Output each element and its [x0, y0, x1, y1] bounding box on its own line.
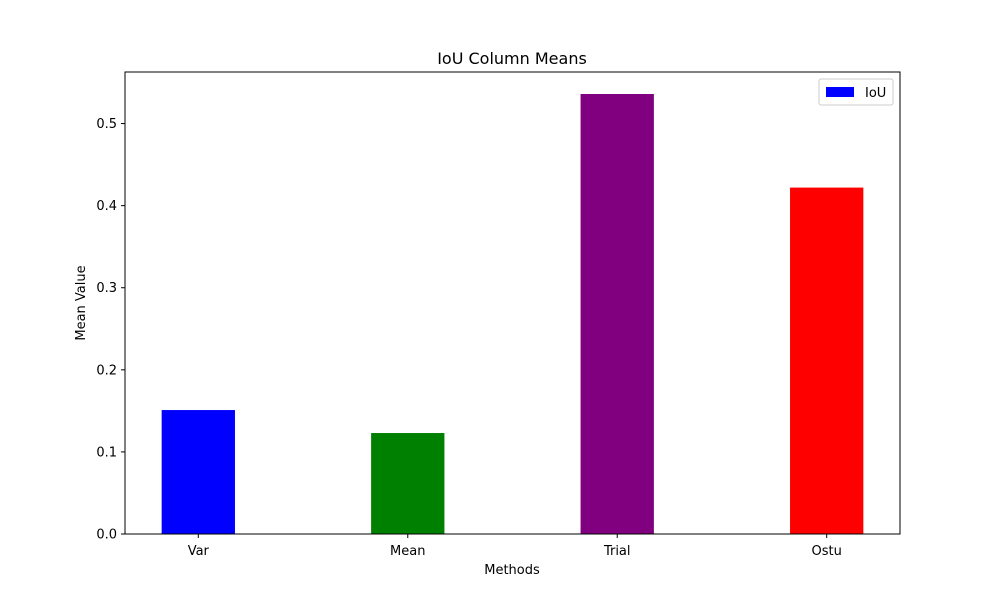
x-tick-label: Var: [188, 544, 210, 559]
legend: IoU: [818, 78, 894, 106]
y-axis-label: Mean Value: [74, 265, 89, 340]
y-tick-label: 0.5: [96, 117, 117, 132]
legend-swatch: [826, 87, 854, 97]
plot-frame: [124, 71, 901, 535]
y-axis: 0.0 0.1 0.2 0.3 0.4 0.5: [96, 117, 125, 543]
legend-frame: [818, 78, 894, 106]
y-tick-label: 0.3: [96, 281, 117, 296]
bars-group: [161, 94, 864, 534]
y-tick-label: 0.0: [96, 528, 117, 543]
y-tick-label: 0.2: [96, 363, 117, 378]
legend-label: IoU: [865, 86, 886, 101]
chart-title: IoU Column Means: [437, 49, 587, 68]
x-axis: Var Mean Trial Ostu: [188, 534, 842, 559]
x-tick-label: Mean: [390, 544, 425, 559]
bar-var: [161, 410, 235, 534]
y-tick-label: 0.1: [96, 445, 117, 460]
bar-mean: [371, 433, 445, 534]
x-axis-label: Methods: [484, 563, 540, 578]
bar-trial: [580, 94, 654, 534]
x-tick-label: Ostu: [812, 544, 842, 559]
bar-ostu: [790, 187, 864, 534]
x-tick-label: Trial: [603, 544, 631, 559]
y-tick-label: 0.4: [96, 199, 117, 214]
